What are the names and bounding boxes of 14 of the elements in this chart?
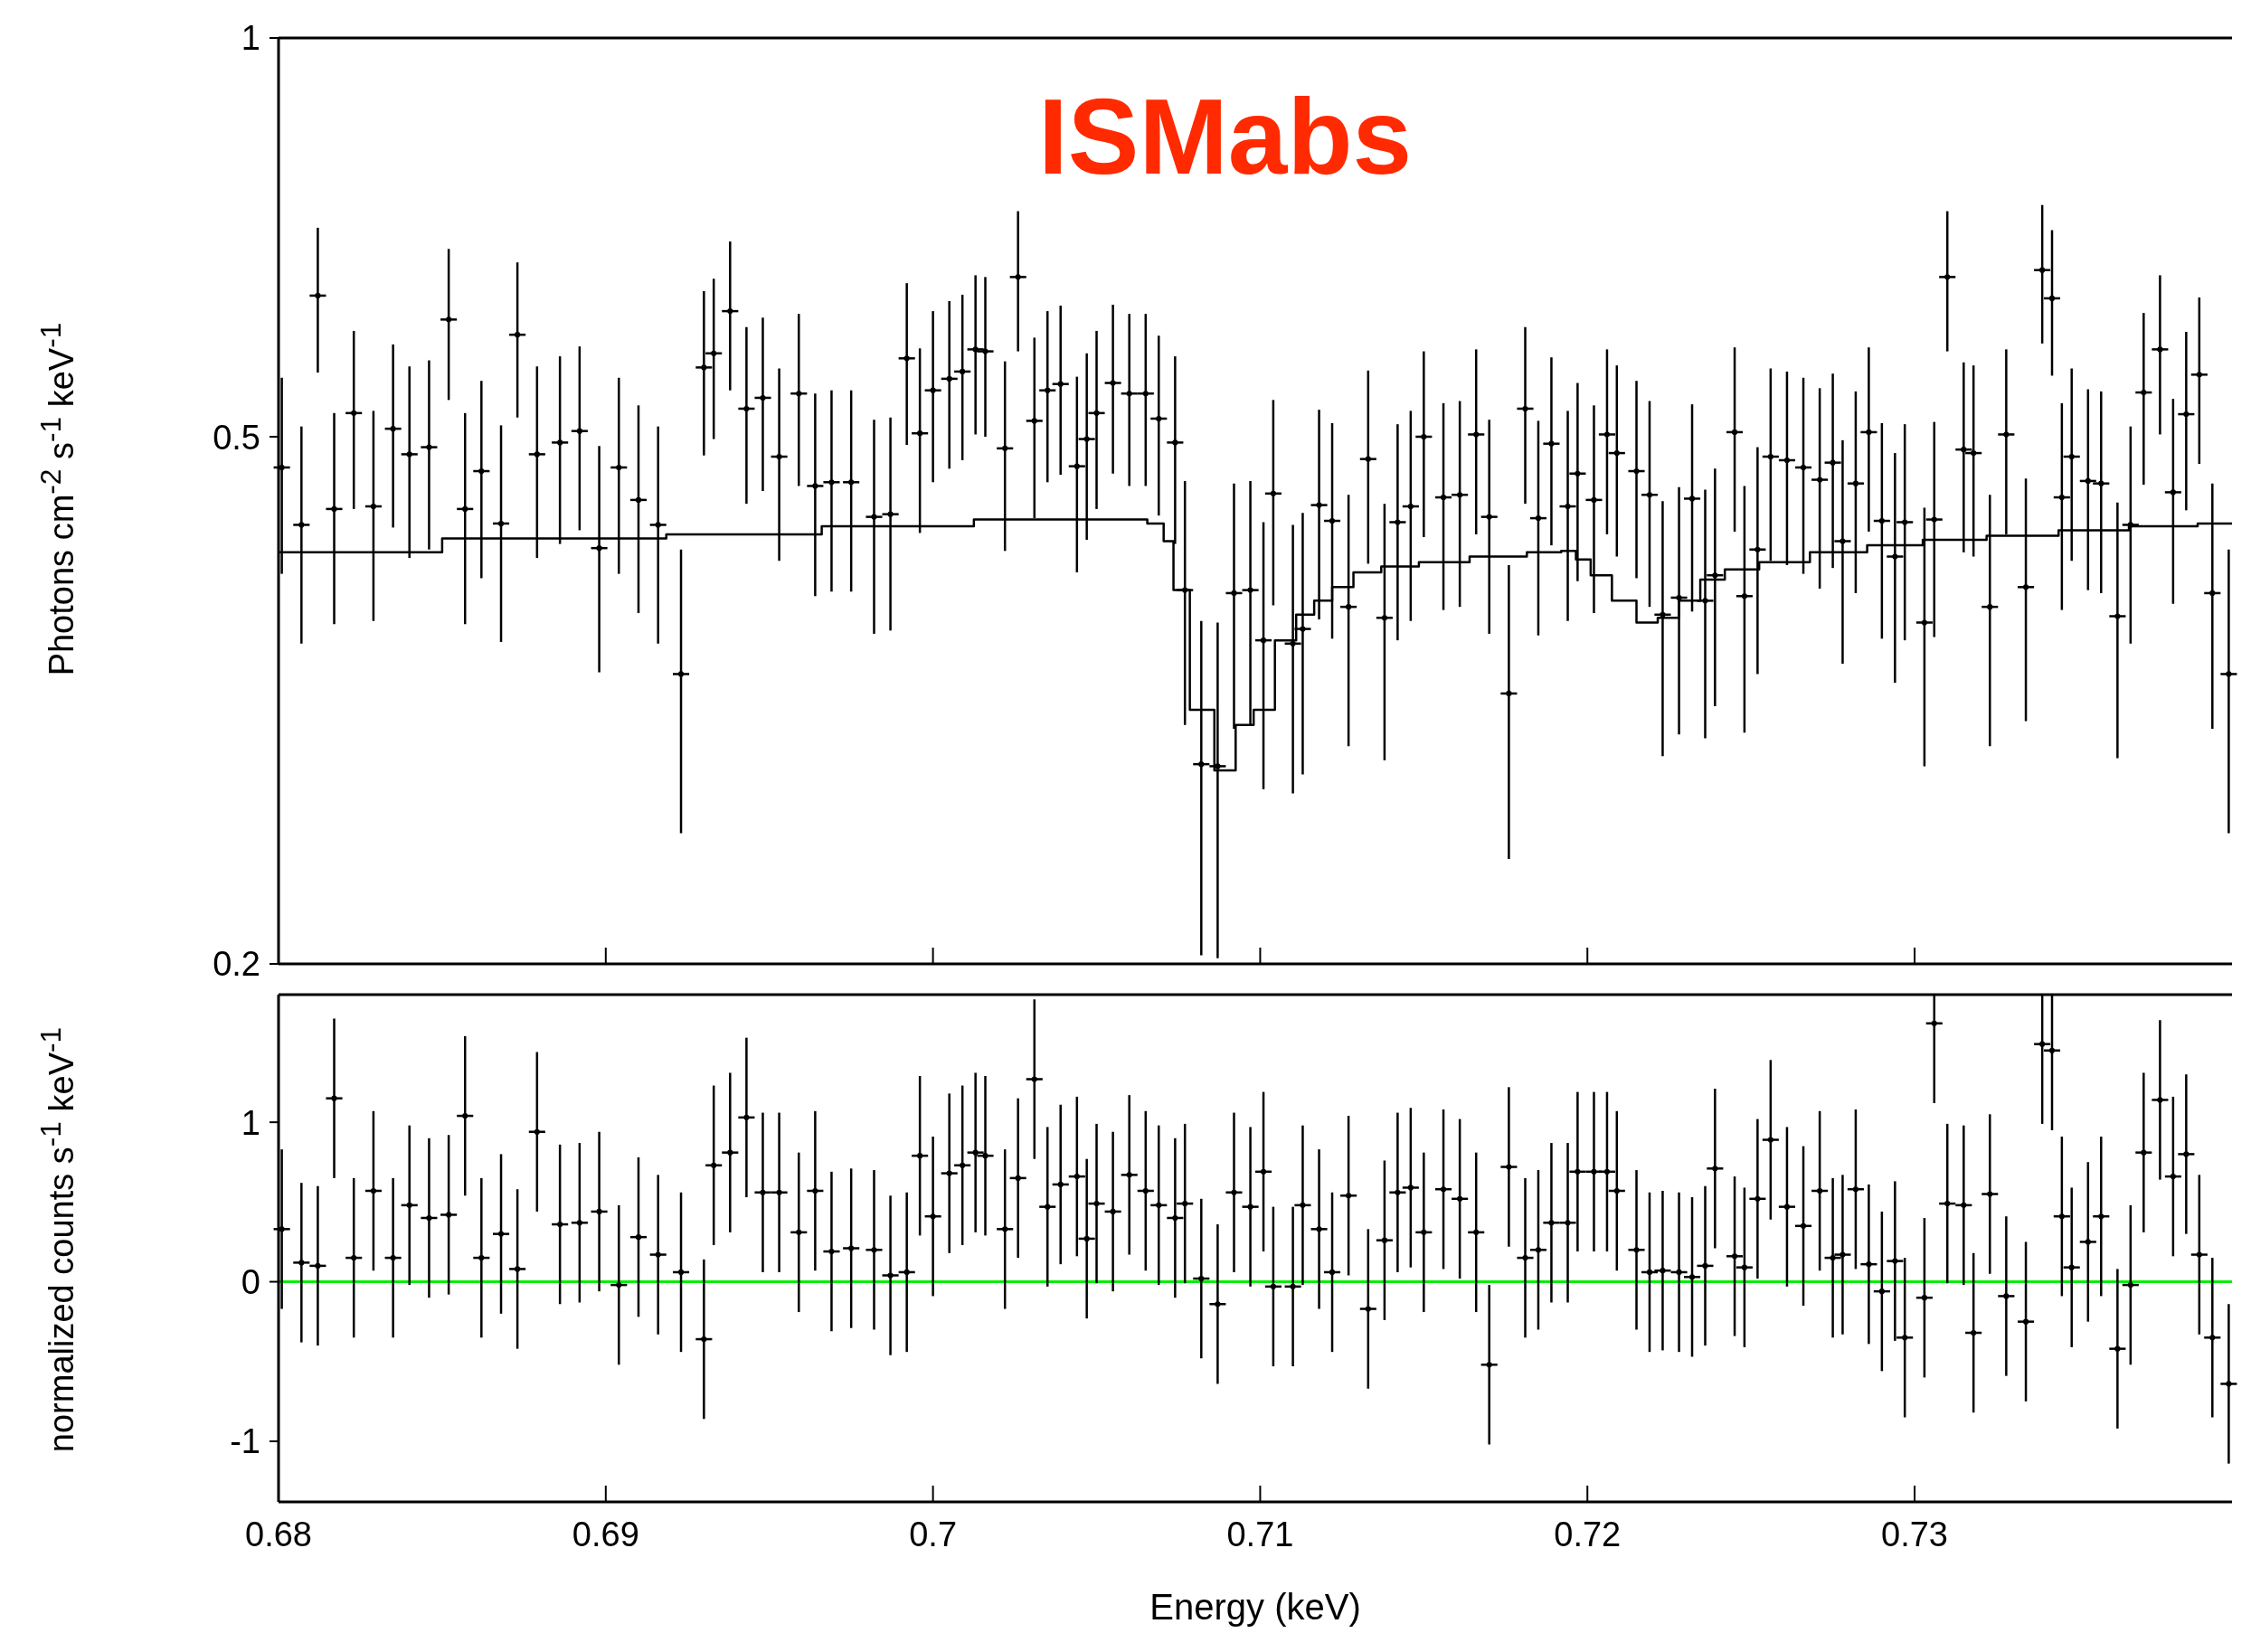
x-tick-label: 0.71 [1226,1515,1294,1553]
x-axis-title: Energy (keV) [1149,1587,1361,1627]
y-tick-label: 1 [241,1103,260,1142]
y-tick-label: 0.5 [213,418,260,457]
y-tick-label: 0 [241,1263,260,1302]
x-tick-label: 0.68 [245,1515,312,1553]
x-tick-label: 0.72 [1554,1515,1622,1553]
chart-title: ISMabs [1038,76,1413,198]
y-tick-label: 1 [241,19,260,58]
y-tick-label: 0.2 [213,945,260,984]
x-tick-label: 0.7 [909,1515,958,1553]
y-tick-label: -1 [230,1422,260,1461]
x-tick-label: 0.73 [1881,1515,1949,1553]
x-tick-label: 0.69 [572,1515,639,1553]
